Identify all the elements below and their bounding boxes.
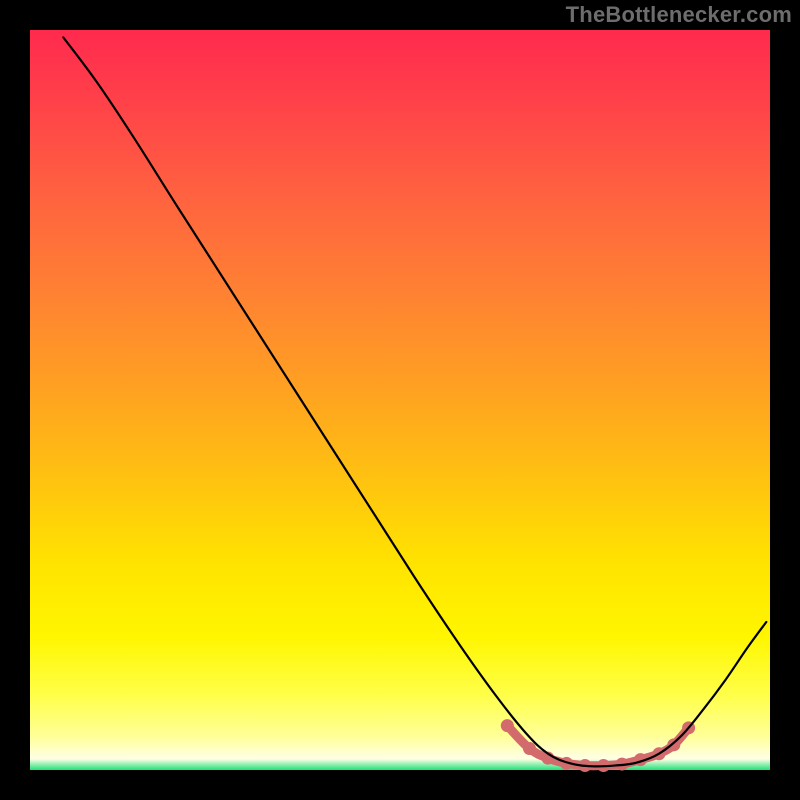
- watermark-text: TheBottlenecker.com: [566, 2, 792, 28]
- optimal-range-marker: [501, 719, 514, 732]
- optimal-range-marker: [523, 742, 536, 755]
- optimal-range-marker: [667, 738, 680, 751]
- bottleneck-chart: [0, 0, 800, 800]
- chart-stage: TheBottlenecker.com: [0, 0, 800, 800]
- plot-background: [30, 30, 770, 770]
